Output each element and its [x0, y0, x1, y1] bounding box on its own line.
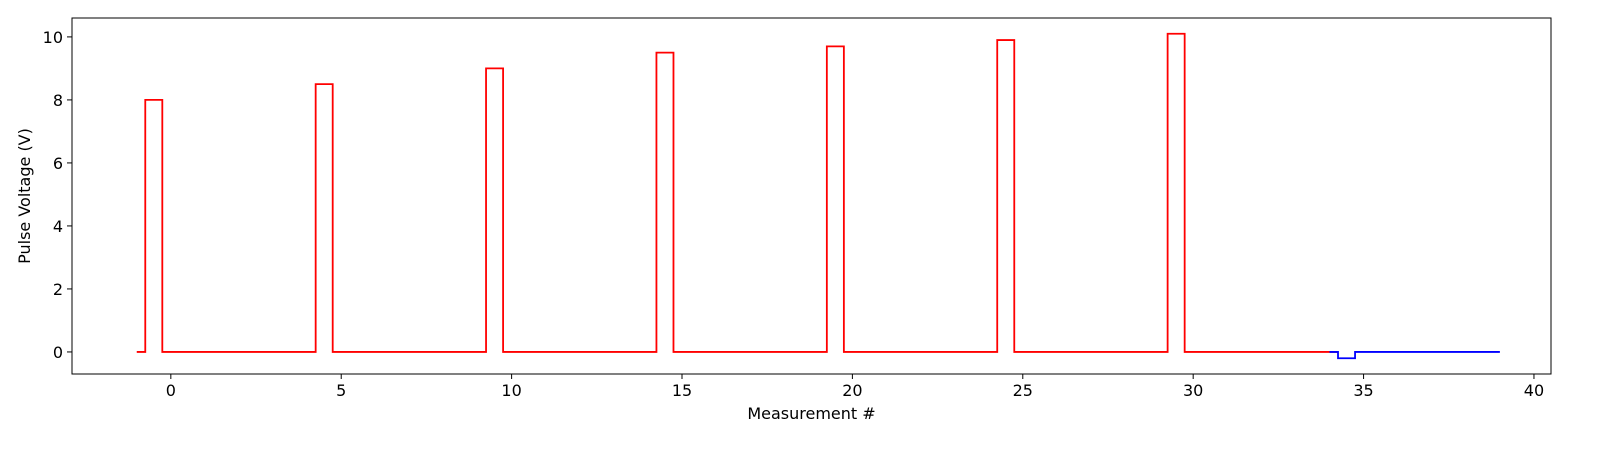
y-tick-label: 4 [53, 217, 63, 236]
series-1-line [136, 32, 1339, 353]
x-axis-label: Measurement # [747, 404, 875, 423]
axes-frame [71, 17, 1552, 375]
y-tick-label: 2 [53, 280, 63, 299]
axes-layer: 0 5 10 15 20 25 30 35 40 0 2 4 6 8 10 Measurement # Puls… [15, 17, 1552, 423]
y-tick-label: 8 [53, 91, 63, 110]
y-tick-label: 10 [43, 28, 63, 47]
y-tick-label: 0 [53, 343, 63, 362]
plot-layer [136, 32, 1500, 360]
x-tick-label: 40 [1524, 381, 1544, 400]
series-2-line [1329, 351, 1500, 360]
y-tick-label: 6 [53, 154, 63, 173]
x-tick-label: 30 [1183, 381, 1203, 400]
x-tick-label: 10 [501, 381, 521, 400]
y-axis-label: Pulse Voltage (V) [15, 128, 34, 264]
x-tick-label: 25 [1013, 381, 1033, 400]
x-tick-label: 35 [1353, 381, 1373, 400]
x-tick-label: 5 [336, 381, 346, 400]
x-tick-label: 20 [842, 381, 862, 400]
x-tick-label: 15 [672, 381, 692, 400]
x-tick-label: 0 [166, 381, 176, 400]
